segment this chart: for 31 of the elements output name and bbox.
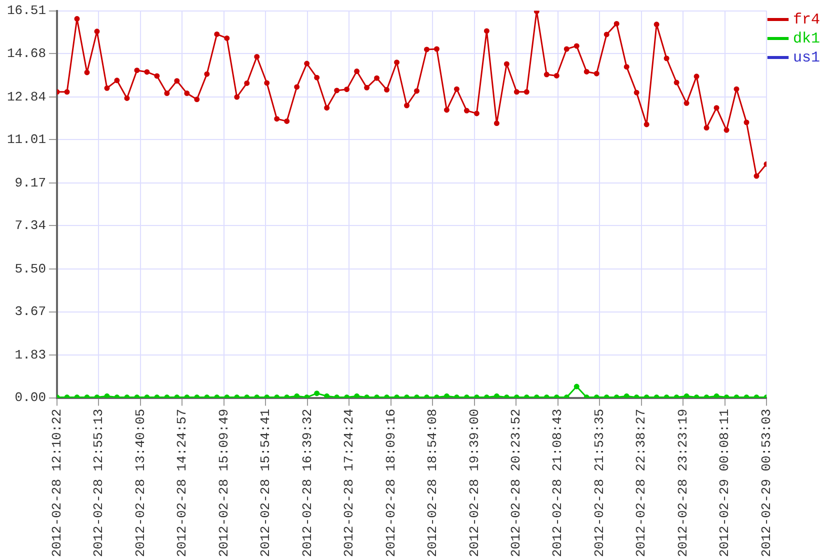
x-tick-label: 2012-02-28 15:09:49: [216, 408, 232, 558]
legend-label: dk1: [792, 30, 820, 48]
x-tick-label: 2012-02-28 21:08:43: [550, 408, 566, 558]
y-tick-label: 12.84: [6, 89, 46, 104]
y-tick-label: 16.51: [6, 3, 46, 18]
legend-label: fr4: [792, 11, 820, 28]
x-tick-label: 2012-02-28 22:38:27: [634, 408, 649, 558]
y-tick-label: 3.67: [14, 304, 46, 320]
y-tick-label: 1.83: [14, 347, 46, 362]
x-tick-label: 2012-02-28 18:54:08: [425, 408, 440, 558]
x-tick-label: 2012-02-28 21:53:35: [592, 408, 607, 558]
x-tick-label: 2012-02-29 00:53:03: [758, 408, 774, 558]
x-tick-label: 2012-02-28 19:39:00: [466, 408, 482, 558]
legend-label: us1: [792, 49, 820, 66]
x-tick-label: 2012-02-28 18:09:16: [383, 408, 398, 558]
y-tick-label: 0.00: [14, 390, 46, 406]
y-tick-label: 14.68: [6, 46, 46, 62]
x-tick-label: 2012-02-29 00:08:11: [717, 408, 732, 558]
x-tick-label: 2012-02-28 13:40:05: [132, 408, 148, 558]
y-tick-label: 7.34: [14, 218, 46, 234]
y-tick-label: 9.17: [14, 175, 46, 190]
x-tick-label: 2012-02-28 20:23:52: [508, 408, 524, 558]
x-tick-label: 2012-02-28 23:23:19: [675, 408, 690, 558]
x-tick-label: 2012-02-28 12:55:13: [91, 408, 106, 558]
y-tick-label: 11.01: [6, 132, 46, 148]
x-tick-label: 2012-02-28 17:24:24: [342, 408, 357, 558]
y-tick-label: 5.50: [14, 261, 46, 276]
x-tick-label: 2012-02-28 12:10:22: [49, 408, 64, 558]
x-tick-label: 2012-02-28 14:24:57: [174, 408, 190, 558]
x-tick-label: 2012-02-28 15:54:41: [258, 408, 274, 558]
x-tick-label: 2012-02-28 16:39:32: [300, 408, 315, 558]
